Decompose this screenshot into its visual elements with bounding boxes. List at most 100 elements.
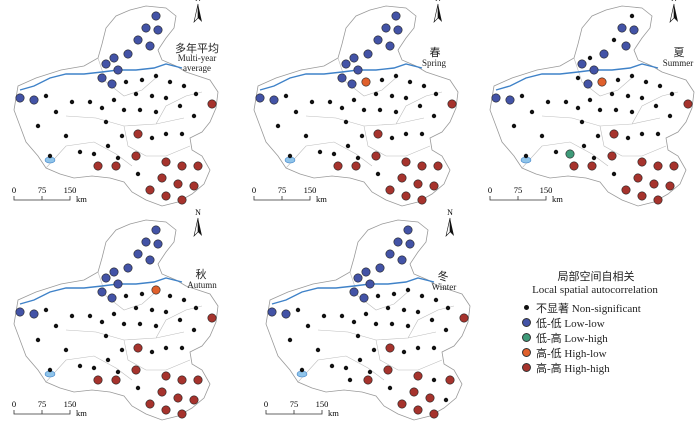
station-point xyxy=(657,83,663,89)
station-point xyxy=(355,155,361,161)
station-point xyxy=(429,317,435,323)
station-point xyxy=(111,375,121,385)
province-map xyxy=(13,5,219,207)
station-point xyxy=(153,323,159,329)
station-point xyxy=(149,307,155,313)
station-point xyxy=(625,135,631,141)
north-label: N xyxy=(671,0,677,3)
station-point xyxy=(397,255,407,265)
station-point xyxy=(393,237,403,247)
station-point xyxy=(145,185,155,195)
station-point xyxy=(303,133,309,139)
station-point xyxy=(609,91,615,97)
north-arrow-half xyxy=(438,4,442,22)
station-point xyxy=(299,367,305,373)
station-point xyxy=(359,293,369,303)
scale-unit-label: km xyxy=(552,194,563,204)
river-line xyxy=(19,63,183,91)
legend-swatch xyxy=(522,318,531,327)
station-point xyxy=(93,161,103,171)
station-point xyxy=(665,181,675,191)
station-point xyxy=(305,323,311,329)
station-point xyxy=(563,99,569,105)
station-point xyxy=(385,343,395,353)
station-point xyxy=(615,77,621,83)
province-outline xyxy=(13,219,219,421)
station-point xyxy=(181,297,187,303)
station-point xyxy=(371,151,381,161)
station-point xyxy=(29,309,39,319)
station-point xyxy=(267,307,277,317)
station-point xyxy=(599,49,609,59)
station-point xyxy=(333,161,343,171)
province-map xyxy=(489,5,695,207)
station-point xyxy=(629,25,639,35)
station-point xyxy=(341,59,351,69)
season-label-en: Multi-year average xyxy=(177,53,217,73)
station-point xyxy=(193,375,203,385)
station-point xyxy=(459,313,469,323)
station-point xyxy=(347,79,357,89)
season-label-zh: 多年平均 xyxy=(175,42,219,55)
station-point xyxy=(575,75,581,81)
station-point xyxy=(193,161,203,171)
legend-title-zh: 局部空间自相关 xyxy=(557,270,635,283)
north-label: N xyxy=(195,208,201,217)
station-point xyxy=(583,79,593,89)
station-point xyxy=(343,119,349,125)
station-point xyxy=(111,311,117,317)
station-point xyxy=(123,263,133,273)
station-point xyxy=(15,93,25,103)
station-point xyxy=(519,93,525,99)
station-point xyxy=(157,173,167,183)
map-panel-winter: N 0 75 150 km 冬 Winter xyxy=(252,208,476,428)
scale-tick-label: 75 xyxy=(38,399,47,409)
station-point xyxy=(179,345,185,351)
station-point xyxy=(191,327,197,333)
station-point xyxy=(177,161,187,171)
station-point xyxy=(373,35,383,45)
station-point xyxy=(621,185,631,195)
station-point xyxy=(121,321,127,327)
scale-tick-label: 0 xyxy=(488,185,492,195)
station-point xyxy=(193,305,199,311)
station-point xyxy=(589,65,599,75)
station-point xyxy=(137,321,143,327)
station-point xyxy=(77,149,83,155)
station-point xyxy=(157,387,167,397)
north-arrow-half xyxy=(198,218,202,236)
station-point xyxy=(639,95,645,101)
province-outline xyxy=(253,5,459,207)
north-arrow-icon: N xyxy=(433,0,442,23)
station-point xyxy=(577,59,587,69)
north-arrow-half xyxy=(193,217,199,237)
station-point xyxy=(429,181,439,191)
station-point xyxy=(405,287,411,293)
station-point xyxy=(443,327,449,333)
north-label: N xyxy=(435,0,441,3)
station-point xyxy=(105,357,111,363)
legend-label: 低-高 Low-high xyxy=(536,332,608,345)
station-point xyxy=(639,131,645,137)
station-point xyxy=(447,99,457,109)
station-point xyxy=(607,151,617,161)
station-point xyxy=(353,273,363,283)
station-point xyxy=(347,377,353,383)
station-point xyxy=(433,297,439,303)
station-point xyxy=(121,107,127,113)
station-point xyxy=(419,293,425,299)
station-point xyxy=(361,267,371,277)
station-point xyxy=(191,113,197,119)
station-point xyxy=(321,313,327,319)
station-point xyxy=(349,53,359,63)
station-point xyxy=(633,173,643,183)
scale-bar-line xyxy=(13,196,71,201)
station-point xyxy=(135,385,141,391)
season-label-zh: 冬 xyxy=(437,270,449,283)
